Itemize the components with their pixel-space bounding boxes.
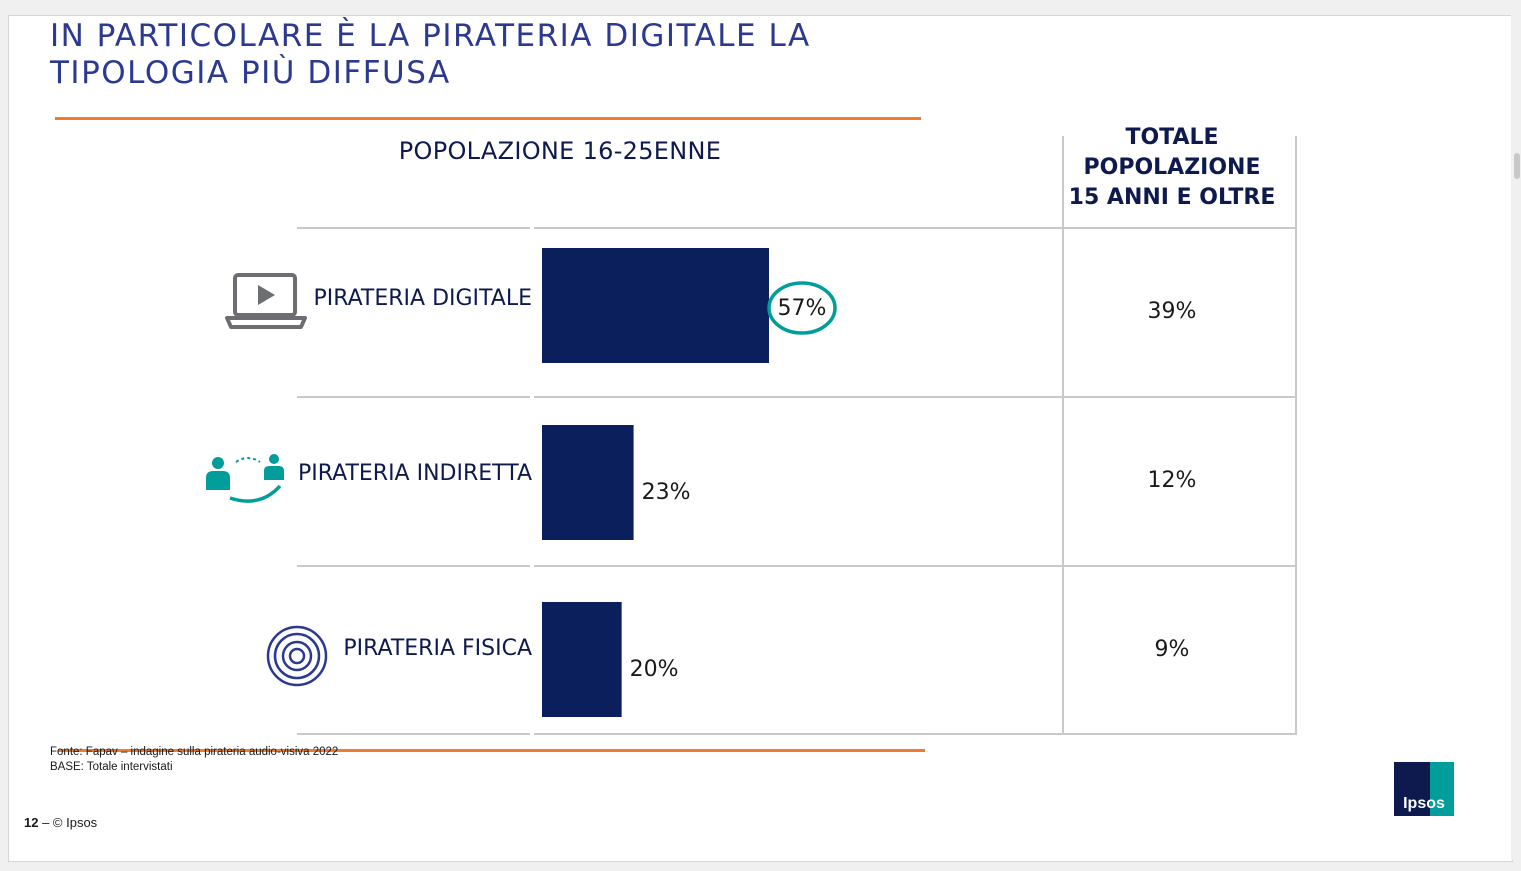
total-value-fisica: 9% xyxy=(1154,637,1190,662)
page-number: 12 xyxy=(24,815,39,830)
ipsos-logo: Ipsos xyxy=(1394,762,1454,816)
column-header-right: TOTALE POPOLAZIONE 15 ANNI E OLTRE xyxy=(1056,123,1288,213)
bar-1 xyxy=(542,248,769,363)
grid-line xyxy=(297,396,530,398)
laptop-play-icon xyxy=(225,273,307,329)
source-rule xyxy=(58,749,925,752)
slide xyxy=(8,15,1513,862)
column-header-right-line-1: TOTALE xyxy=(1125,125,1219,150)
grid-line xyxy=(534,396,1296,398)
total-value-indiretta: 12% xyxy=(1147,468,1197,493)
title-line-2: TIPOLOGIA PIÙ DIFFUSA xyxy=(50,55,451,91)
copyright: – © Ipsos xyxy=(38,815,98,830)
row-label-fisica: PIRATERIA FISICA xyxy=(343,636,532,661)
column-header-left: POPOLAZIONE 16-25ENNE xyxy=(398,137,722,165)
grid-divider xyxy=(1062,136,1064,735)
scroll-thumb[interactable] xyxy=(1514,153,1520,179)
row-label-indiretta: PIRATERIA INDIRETTA xyxy=(297,461,532,486)
logo-text: Ipsos xyxy=(1403,795,1445,812)
logo-shape xyxy=(1394,762,1430,816)
grid-divider xyxy=(1295,136,1297,735)
grid-line xyxy=(534,565,1296,567)
source-note: Fonte: Fapav – indagine sulla pirateria … xyxy=(50,745,338,775)
title-line-1: IN PARTICOLARE È LA PIRATERIA DIGITALE L… xyxy=(50,18,811,54)
grid-line xyxy=(297,227,530,229)
bar-2 xyxy=(542,425,634,540)
source-line-2: BASE: Totale intervistati xyxy=(50,761,173,773)
scrollbar[interactable] xyxy=(1511,15,1521,860)
disc-icon xyxy=(266,625,328,687)
grid-line xyxy=(297,733,530,735)
total-value-digitale: 39% xyxy=(1147,299,1197,324)
bar-label-3: 20% xyxy=(630,657,679,682)
bar-3 xyxy=(542,602,622,717)
title-underline xyxy=(55,117,921,120)
source-line-1: Fonte: Fapav – indagine sulla pirateria … xyxy=(50,746,339,758)
page-title: IN PARTICOLARE È LA PIRATERIA DIGITALE L… xyxy=(50,18,950,92)
column-header-right-line-3: 15 ANNI E OLTRE xyxy=(1068,185,1276,210)
grid-line xyxy=(297,565,530,567)
highlight-circle xyxy=(767,281,837,335)
bar-label-2: 23% xyxy=(642,480,691,505)
row-label-digitale: PIRATERIA DIGITALE xyxy=(313,286,532,311)
footer: 12 – © Ipsos xyxy=(24,815,97,830)
bar-label-1: 57% xyxy=(778,296,827,321)
people-exchange-icon xyxy=(206,454,284,503)
grid-line xyxy=(534,733,1296,735)
grid-line xyxy=(534,227,1296,229)
column-header-right-line-2: POPOLAZIONE xyxy=(1083,155,1261,180)
